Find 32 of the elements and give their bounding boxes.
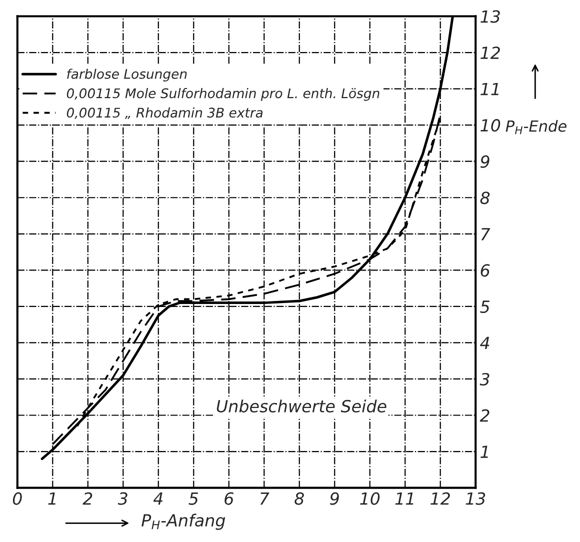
y-tick-label: 2 — [480, 409, 490, 422]
y-tick-label: 1 — [480, 446, 488, 458]
y-tick-label: 5 — [480, 300, 490, 314]
annotation: Unbeschwerte Seide — [216, 400, 386, 412]
x-tick-label: 7 — [260, 492, 270, 505]
x-axis-title: P$_{H}$-Anfang — [142, 514, 226, 530]
y-axis-title: P$_{H}$-Ende — [506, 120, 566, 134]
y-tick-label: 3 — [480, 372, 490, 386]
x-tick-label: 10 — [360, 492, 380, 505]
x-tick-label: 11 — [395, 492, 414, 505]
x-tick-label: 12 — [430, 492, 450, 505]
y-tick-label: 13 — [480, 10, 500, 23]
y-tick-label: 10 — [480, 119, 500, 132]
y-tick-label: 7 — [481, 228, 490, 240]
x-tick-label: 1 — [48, 492, 56, 505]
y-tick-label: 11 — [480, 82, 498, 96]
x-tick-label: 2 — [82, 492, 92, 505]
x-tick-label: 6 — [224, 492, 234, 505]
y-tick-label: 8 — [480, 192, 490, 204]
legend-label: farblose Losungen — [67, 68, 187, 82]
y-tick-label: 4 — [480, 336, 490, 350]
y-tick-label: 6 — [480, 264, 490, 277]
y-tick-label: 12 — [480, 46, 500, 59]
y-tick-label: 9 — [480, 155, 490, 168]
legend-label: 0,00115 „ Rhodamin 3B extra — [66, 107, 263, 119]
x-tick-label: 0 — [12, 492, 22, 505]
x-tick-label: 4 — [153, 492, 162, 505]
x-tick-label: 9 — [330, 492, 339, 505]
x-tick-label: 3 — [118, 492, 128, 505]
x-tick-label: 5 — [188, 492, 198, 505]
x-tick-label: 8 — [294, 492, 304, 505]
legend-label: 0,00115 Mole Sulforhodamin pro L. enth. Lösgn — [66, 88, 380, 101]
